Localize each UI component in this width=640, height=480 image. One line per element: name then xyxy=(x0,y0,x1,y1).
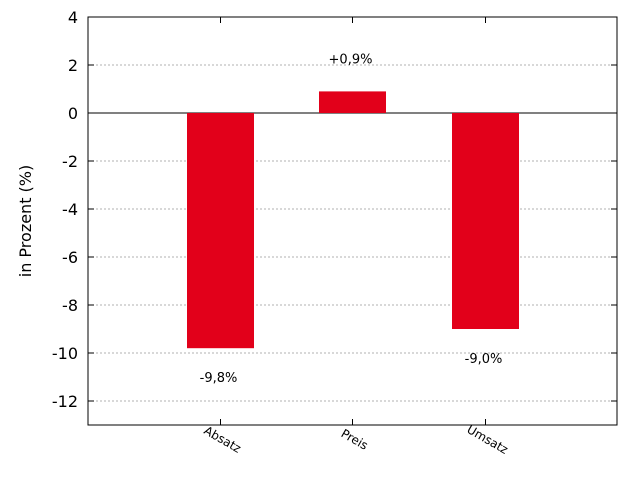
x-tick-label-absatz: Absatz xyxy=(201,423,243,455)
bar-absatz xyxy=(187,113,254,349)
y-axis-title: in Prozent (%) xyxy=(16,165,35,277)
y-tick-label: 2 xyxy=(68,56,78,75)
y-tick-label: -12 xyxy=(52,392,78,411)
x-tick-label-preis: Preis xyxy=(339,426,371,452)
y-tick-label: 4 xyxy=(68,8,78,27)
y-tick-label: -6 xyxy=(62,248,78,267)
y-tick-label: -8 xyxy=(62,296,78,315)
data-label-absatz: -9,8% xyxy=(200,371,238,386)
data-label-umsatz: -9,0% xyxy=(465,352,503,367)
gridlines xyxy=(88,16,617,402)
y-tick-label: -2 xyxy=(62,152,78,171)
y-tick-label: 0 xyxy=(68,104,78,123)
x-tick-label-umsatz: Umsatz xyxy=(464,422,510,457)
bar-preis xyxy=(319,91,386,113)
data-labels: -9,8% +0,9% -9,0% xyxy=(200,52,503,386)
data-label-preis: +0,9% xyxy=(329,52,373,67)
bars xyxy=(187,91,519,349)
y-ticks: 4 2 0 -2 -4 -6 -8 -10 -12 xyxy=(52,8,617,411)
plot-frame xyxy=(87,16,618,426)
y-tick-label: -4 xyxy=(62,200,78,219)
bar-umsatz xyxy=(452,113,519,329)
y-tick-label: -10 xyxy=(52,344,78,363)
